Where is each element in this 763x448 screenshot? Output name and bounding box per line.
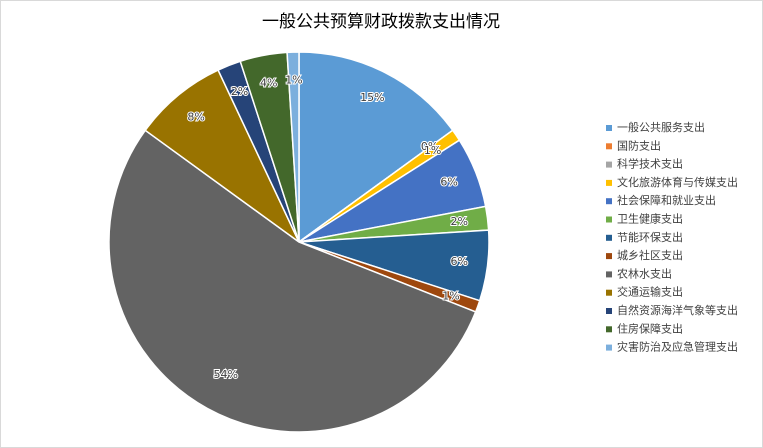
legend-swatch xyxy=(606,326,612,333)
legend-text: 社会保障和就业支出 xyxy=(617,193,716,207)
legend-swatch xyxy=(606,143,612,150)
legend-text: 交通运输支出 xyxy=(617,285,683,299)
legend-swatch xyxy=(606,344,612,351)
legend-text: 农林水支出 xyxy=(617,266,672,280)
legend-swatch xyxy=(606,198,612,205)
value-label: 2% xyxy=(450,215,467,228)
legend-swatch xyxy=(606,125,612,131)
legend-swatch xyxy=(606,161,612,168)
value-label: 2% xyxy=(231,85,248,98)
legend-text: 灾害防治及应急管理支出 xyxy=(617,340,738,354)
pie-slice xyxy=(144,69,300,243)
legend-text: 卫生健康支出 xyxy=(617,212,683,226)
legend-text: 文化旅游体育与传媒支出 xyxy=(617,175,738,189)
legend-text: 国防支出 xyxy=(617,138,661,152)
value-label: 8% xyxy=(187,111,204,124)
pie-slice xyxy=(298,51,454,244)
legend-text: 一般公共服务支出 xyxy=(617,120,705,134)
legend-text: 节能环保支出 xyxy=(617,230,683,244)
value-label: 15% xyxy=(360,91,384,104)
legend-swatch xyxy=(606,289,612,296)
legend-swatch xyxy=(606,234,612,241)
value-label: 4% xyxy=(260,76,277,89)
legend-text: 住房保障支出 xyxy=(617,321,683,335)
pie-slice xyxy=(286,51,300,243)
legend-text: 自然资源海洋气象等支出 xyxy=(617,303,738,317)
legend-swatch xyxy=(606,308,612,314)
value-label: 6% xyxy=(450,255,467,268)
value-label: 6% xyxy=(440,176,457,189)
value-label: 0% xyxy=(421,140,438,153)
legend-swatch xyxy=(606,179,612,186)
value-label: 1% xyxy=(442,290,459,303)
legend-swatch xyxy=(606,253,612,260)
value-label: 0% xyxy=(421,140,438,153)
value-label: 54% xyxy=(214,368,238,381)
chart-title: 一般公共预算财政拨款支出情况 xyxy=(262,12,500,32)
legend-swatch xyxy=(606,216,612,223)
legend-text: 科学技术支出 xyxy=(617,157,683,171)
value-label: 1% xyxy=(285,74,302,87)
value-label: 1% xyxy=(424,144,441,157)
legend-swatch xyxy=(606,271,612,278)
legend-text: 城乡社区支出 xyxy=(617,248,683,262)
pie-slice xyxy=(108,129,477,433)
